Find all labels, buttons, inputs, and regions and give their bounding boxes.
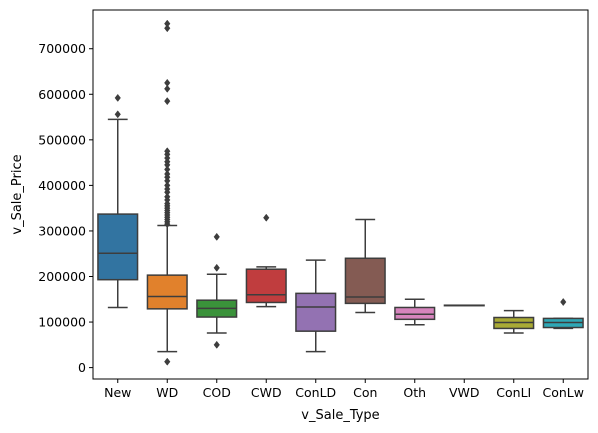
x-tick-label: WD <box>156 385 178 400</box>
x-tick-label: Con <box>353 385 377 400</box>
box-group-new <box>98 94 138 307</box>
box-body <box>395 307 435 319</box>
x-tick-label: ConLD <box>295 385 336 400</box>
y-tick-label: 100000 <box>38 315 86 330</box>
box-group-cwd <box>246 214 286 306</box>
y-tick-label: 0 <box>78 360 86 375</box>
outlier-point <box>115 111 121 118</box>
outlier-point <box>164 98 170 105</box>
box-group-conlw <box>543 298 583 328</box>
outlier-point <box>214 264 220 271</box>
box-body <box>246 269 286 302</box>
outlier-point <box>164 79 170 86</box>
y-tick-label: 700000 <box>38 41 86 56</box>
box-group-vwd <box>444 305 484 306</box>
box-group-oth <box>395 299 435 325</box>
box-group-cod <box>197 233 237 348</box>
box-body <box>98 214 138 280</box>
box-body <box>147 275 187 309</box>
y-tick-label: 400000 <box>38 178 86 193</box>
outlier-point <box>115 94 121 101</box>
x-tick-label: ConLI <box>496 385 531 400</box>
box-body <box>296 293 336 331</box>
box-group-wd <box>147 20 187 365</box>
outlier-point <box>214 233 220 240</box>
y-tick-label: 500000 <box>38 132 86 147</box>
outlier-point <box>263 214 269 221</box>
box-group-conld <box>296 260 336 352</box>
y-tick-label: 300000 <box>38 223 86 238</box>
x-tick-label: ConLw <box>543 385 585 400</box>
outlier-point <box>164 358 170 365</box>
y-tick-label: 200000 <box>38 269 86 284</box>
x-tick-label: VWD <box>449 385 480 400</box>
x-tick-label: CWD <box>251 385 282 400</box>
x-tick-label: New <box>104 385 131 400</box>
box-group-conli <box>494 311 534 333</box>
x-axis-label: v_Sale_Type <box>301 408 379 423</box>
x-tick-label: COD <box>203 385 231 400</box>
outlier-point <box>560 298 566 305</box>
y-axis-label: v_Sale_Price <box>10 154 25 234</box>
outlier-point <box>214 341 220 348</box>
y-tick-label: 600000 <box>38 87 86 102</box>
box-group-con <box>345 220 385 313</box>
outlier-point <box>164 20 170 27</box>
x-tick-label: Oth <box>403 385 426 400</box>
